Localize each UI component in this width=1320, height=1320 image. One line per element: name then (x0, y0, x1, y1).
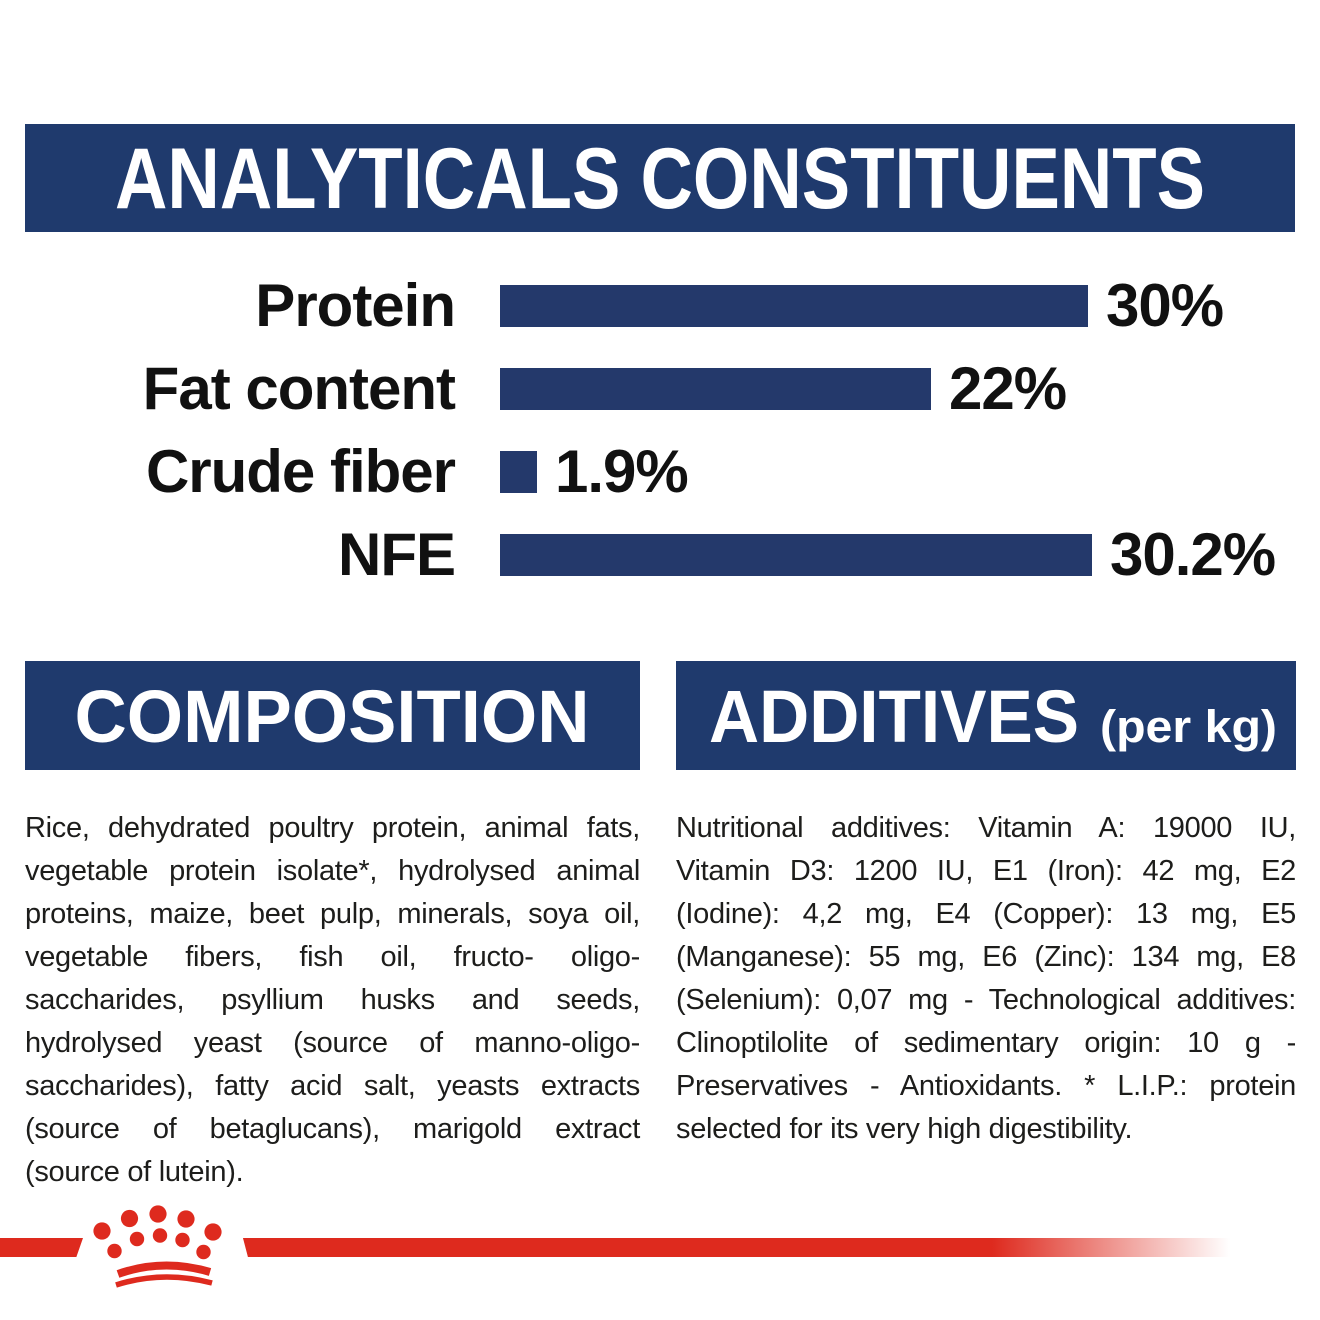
analyticals-header-background (25, 124, 1295, 232)
bar-category-label: Crude fiber (145, 438, 456, 505)
bar-category-label: NFE (338, 521, 456, 588)
bar-row: NFE 30.2% (0, 521, 1320, 588)
analyticals-title: ANALYTICALS CONSTITUENTS (115, 131, 1205, 227)
analyticals-bar-chart: Protein 30% Fat content 22% Crude fiber 1.9% N… (0, 272, 1320, 617)
additives-body-text: Nutritional additives: Vitamin A: 19000 … (676, 812, 1296, 1145)
additives-header-band: ADDITIVES (per kg) (676, 661, 1296, 770)
composition-body-text: Rice, dehydrated poultry protein, animal… (25, 812, 640, 1188)
bar-row: Crude fiber 1.9% (0, 438, 1320, 505)
bar (500, 534, 1092, 576)
bar (500, 285, 1088, 327)
bar-value-label: 30.2% (1110, 521, 1276, 588)
bar-row: Protein 30% (0, 272, 1320, 339)
brand-stripe-left (0, 1238, 83, 1257)
composition-header-band: COMPOSITION (25, 661, 640, 770)
bar (500, 451, 537, 493)
additives-header-background (676, 661, 1296, 770)
additives-title: ADDITIVES (709, 675, 1079, 758)
bar-category-label: Protein (255, 272, 456, 339)
additives-per-kg-suffix: (per kg) (1100, 701, 1277, 752)
royal-canin-crown-icon (93, 1205, 222, 1288)
crown-base-arcs (115, 1261, 213, 1288)
bar-category-label: Fat content (142, 355, 456, 422)
composition-header-background (25, 661, 640, 770)
crown-dots (93, 1205, 222, 1260)
composition-title: COMPOSITION (75, 675, 590, 758)
bar-value-label: 30% (1106, 272, 1224, 339)
analyticals-header-band: ANALYTICALS CONSTITUENTS (25, 124, 1295, 232)
brand-stripe-right (242, 1238, 1230, 1257)
bar (500, 368, 931, 410)
bar-value-label: 22% (949, 355, 1067, 422)
bar-value-label: 1.9% (555, 438, 689, 505)
bar-row: Fat content 22% (0, 355, 1320, 422)
